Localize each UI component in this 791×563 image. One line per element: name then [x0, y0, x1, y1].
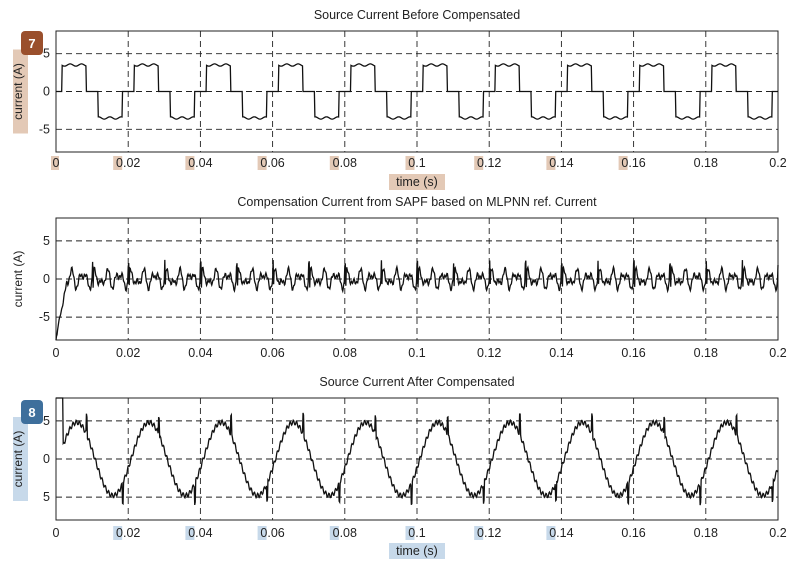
- chart-title: Source Current After Compensated: [319, 375, 514, 389]
- x-tick-label: 0: [53, 526, 60, 540]
- y-tick-label: 5: [43, 47, 50, 61]
- tick-highlight: [185, 156, 195, 170]
- x-tick-label: 0.06: [260, 346, 284, 360]
- x-tick-label: 0.18: [694, 346, 718, 360]
- x-tick-label: 0.06: [260, 526, 284, 540]
- tick-highlight: [113, 156, 123, 170]
- tick-highlight: [474, 156, 484, 170]
- tick-highlight: [257, 526, 267, 540]
- tick-highlight: [51, 156, 59, 170]
- chart-panel-3: Source Current After Compensated 0 0.02 0.0…: [11, 375, 787, 559]
- tick-highlight: [405, 156, 415, 170]
- y-tick-label: -5: [39, 122, 50, 136]
- x-tick-label: 0.2: [769, 156, 786, 170]
- x-tick-label: 0.18: [694, 526, 718, 540]
- x-tick-label: 0.16: [621, 156, 645, 170]
- annotation-badge-label: 8: [28, 405, 35, 420]
- tick-highlight: [113, 526, 123, 540]
- x-tick-label: 0.04: [188, 526, 212, 540]
- x-tick-label: 0.14: [549, 156, 573, 170]
- y-axis-label: current (A): [11, 63, 25, 120]
- x-tick-label: 0.14: [549, 346, 573, 360]
- xlabel-highlight: [389, 174, 445, 190]
- x-tick-label: 0.16: [621, 346, 645, 360]
- x-tick-label: 0.04: [188, 156, 212, 170]
- x-tick-label: 0.12: [477, 156, 501, 170]
- x-tick-label: 0.18: [694, 156, 718, 170]
- xlabel-highlight: [389, 543, 445, 559]
- x-axis-label: time (s): [396, 544, 438, 558]
- y-tick-label: -5: [39, 310, 50, 324]
- y-tick-label: -5: [39, 414, 50, 428]
- ylabel-highlight: [13, 417, 28, 501]
- x-tick-label: 0.12: [477, 346, 501, 360]
- x-tick-label: 0.2: [769, 526, 786, 540]
- tick-highlight: [618, 156, 628, 170]
- y-tick-label: 5: [43, 490, 50, 504]
- annotation-badge: [21, 31, 43, 55]
- series-line: [56, 397, 779, 506]
- series-line: [55, 259, 779, 341]
- y-tick-label: 0: [43, 85, 50, 99]
- x-tick-label: 0: [53, 346, 60, 360]
- x-tick-label: 0: [53, 156, 60, 170]
- series-line: [56, 63, 778, 120]
- chart-title: Source Current Before Compensated: [314, 8, 520, 22]
- x-tick-label: 0.04: [188, 346, 212, 360]
- x-tick-label: 0.12: [477, 526, 501, 540]
- x-tick-label: 0.1: [408, 346, 425, 360]
- ylabel-highlight: [13, 49, 28, 134]
- x-tick-label: 0.02: [116, 156, 140, 170]
- y-tick-label: 5: [43, 234, 50, 248]
- x-tick-label: 0.14: [549, 526, 573, 540]
- x-tick-label: 0.08: [333, 526, 357, 540]
- annotation-badge-label: 7: [28, 36, 35, 51]
- tick-highlight: [257, 156, 267, 170]
- x-tick-label: 0.02: [116, 526, 140, 540]
- chart-panel-2: Compensation Current from SAPF based on …: [11, 195, 787, 360]
- y-tick-label: 0: [43, 452, 50, 466]
- tick-highlight: [329, 156, 339, 170]
- annotation-badge: [21, 400, 43, 424]
- y-tick-label: 0: [43, 272, 50, 286]
- tick-highlight: [474, 526, 484, 540]
- x-tick-label: 0.1: [408, 526, 425, 540]
- x-tick-label: 0.08: [333, 346, 357, 360]
- y-axis-label: current (A): [11, 251, 25, 308]
- x-tick-label: 0.08: [333, 156, 357, 170]
- tick-highlight: [329, 526, 339, 540]
- tick-highlight: [546, 526, 556, 540]
- tick-highlight: [405, 526, 415, 540]
- tick-highlight: [546, 156, 556, 170]
- x-axis-label: time (s): [396, 175, 438, 189]
- x-tick-label: 0.16: [621, 526, 645, 540]
- tick-highlight: [185, 526, 195, 540]
- x-tick-label: 0.06: [260, 156, 284, 170]
- x-tick-label: 0.2: [769, 346, 786, 360]
- y-axis-label: current (A): [11, 431, 25, 488]
- x-tick-label: 0.1: [408, 156, 425, 170]
- chart-panel-1: Source Current Before Compensated 0 0.02 0.…: [11, 8, 787, 190]
- x-tick-label: 0.02: [116, 346, 140, 360]
- chart-title: Compensation Current from SAPF based on …: [237, 195, 597, 209]
